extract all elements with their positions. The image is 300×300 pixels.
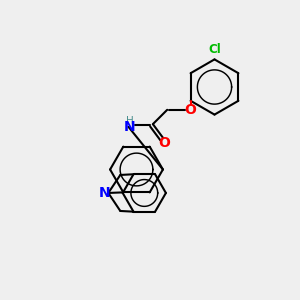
Text: H: H bbox=[125, 116, 133, 127]
Text: N: N bbox=[124, 120, 135, 134]
Text: O: O bbox=[158, 136, 170, 150]
Text: N: N bbox=[99, 186, 110, 200]
Text: O: O bbox=[185, 103, 197, 117]
Text: Cl: Cl bbox=[208, 43, 221, 56]
